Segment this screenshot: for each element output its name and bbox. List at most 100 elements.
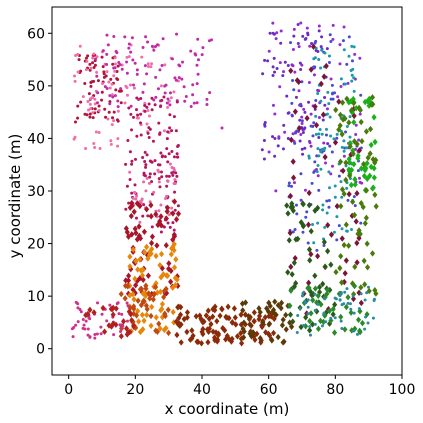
circle-point xyxy=(273,154,277,158)
circle-point xyxy=(112,34,116,38)
circle-point xyxy=(113,94,117,98)
circle-point xyxy=(160,155,164,159)
diamond-point xyxy=(108,323,115,330)
circle-point xyxy=(104,115,108,119)
diamond-point xyxy=(148,213,154,220)
diamond-point xyxy=(149,233,155,240)
circle-point xyxy=(176,143,180,147)
diamond-point xyxy=(184,309,191,316)
diamond-point xyxy=(289,200,295,207)
circle-point xyxy=(135,72,139,76)
circle-point xyxy=(196,72,200,76)
circle-point xyxy=(365,291,369,295)
circle-point xyxy=(125,71,129,75)
circle-point xyxy=(338,62,342,66)
circle-point xyxy=(327,102,331,106)
circle-point xyxy=(345,62,349,66)
circle-point xyxy=(158,185,162,189)
diamond-point xyxy=(205,339,211,346)
circle-point xyxy=(157,180,161,184)
circle-point xyxy=(344,146,348,150)
diamond-point xyxy=(340,116,346,123)
diamond-point xyxy=(198,315,204,322)
diamond-point xyxy=(130,286,136,293)
circle-point xyxy=(89,107,93,111)
circle-point xyxy=(184,94,188,98)
diamond-point xyxy=(224,314,230,321)
circle-point xyxy=(180,77,184,81)
diamond-point xyxy=(337,264,343,272)
circle-point xyxy=(175,174,179,178)
circle-point xyxy=(117,312,121,316)
circle-point xyxy=(92,52,96,56)
circle-point xyxy=(286,111,290,115)
diamond-point xyxy=(168,267,174,275)
diamond-point xyxy=(370,184,376,191)
diamond-point xyxy=(345,294,351,301)
circle-point xyxy=(324,161,328,165)
circle-point xyxy=(308,44,312,48)
circle-point xyxy=(333,184,337,188)
diamond-point xyxy=(149,303,155,311)
circle-point xyxy=(85,113,89,117)
diamond-point xyxy=(148,322,154,329)
diamond-point xyxy=(332,139,339,146)
circle-point xyxy=(371,316,375,320)
diamond-point xyxy=(240,325,246,333)
circle-point xyxy=(326,90,330,94)
diamond-point xyxy=(306,284,312,292)
diamond-point xyxy=(133,312,140,319)
circle-point xyxy=(150,108,154,112)
circle-point xyxy=(300,115,304,119)
diamond-point xyxy=(310,296,316,304)
diamond-point xyxy=(330,305,336,313)
circle-point xyxy=(120,67,124,71)
circle-point xyxy=(359,93,363,97)
diamond-point xyxy=(315,325,322,333)
diamond-point xyxy=(326,307,333,315)
diamond-point xyxy=(349,106,355,114)
circle-point xyxy=(299,67,303,71)
series-s-bottomleft-pink xyxy=(70,300,130,340)
circle-point xyxy=(91,111,95,115)
circle-point xyxy=(293,70,297,74)
diamond-point xyxy=(219,306,225,313)
circle-point xyxy=(287,181,291,185)
diamond-point xyxy=(144,305,150,313)
diamond-point xyxy=(272,298,278,305)
circle-point xyxy=(347,54,351,58)
circle-point xyxy=(272,56,276,60)
x-tick-label: 60 xyxy=(260,382,278,398)
circle-point xyxy=(119,87,123,91)
circle-point xyxy=(324,127,328,131)
diamond-point xyxy=(348,181,354,189)
diamond-point xyxy=(290,318,296,325)
diamond-point xyxy=(153,252,159,260)
circle-point xyxy=(321,203,325,207)
circle-point xyxy=(316,174,320,178)
circle-point xyxy=(350,73,354,77)
circle-point xyxy=(319,66,323,70)
circle-point xyxy=(324,133,328,137)
circle-point xyxy=(154,75,158,79)
circle-point xyxy=(313,322,317,326)
diamond-point xyxy=(157,218,163,225)
diamond-point xyxy=(208,320,214,328)
circle-point xyxy=(162,225,166,229)
circle-point xyxy=(105,52,109,56)
circle-point xyxy=(103,85,107,89)
circle-point xyxy=(106,43,110,47)
circle-point xyxy=(149,65,153,69)
circle-point xyxy=(101,65,105,69)
circle-point xyxy=(191,83,195,87)
x-tick-label: 0 xyxy=(64,382,73,398)
series-s-bottomright-teal xyxy=(295,285,376,337)
circle-point xyxy=(168,162,172,166)
circle-point xyxy=(349,228,353,232)
circle-point xyxy=(305,210,309,214)
series-s-bottomleft-red xyxy=(83,304,137,340)
circle-point xyxy=(309,333,313,337)
circle-point xyxy=(359,292,363,296)
circle-point xyxy=(88,112,92,116)
diamond-point xyxy=(338,252,344,260)
